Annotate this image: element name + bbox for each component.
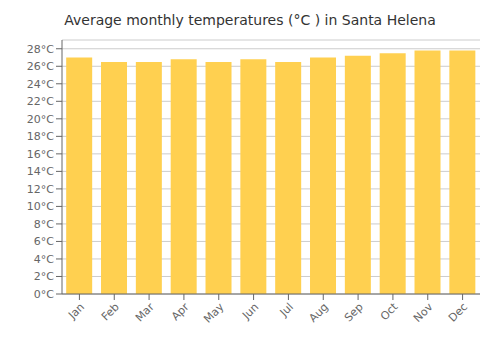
svg-text:May: May — [201, 300, 227, 326]
svg-text:28°C: 28°C — [27, 43, 54, 56]
svg-text:Sep: Sep — [342, 300, 366, 324]
svg-text:Jan: Jan — [65, 300, 87, 322]
svg-text:Aug: Aug — [307, 300, 331, 324]
svg-text:Nov: Nov — [411, 300, 436, 325]
svg-text:12°C: 12°C — [27, 183, 54, 196]
svg-text:Apr: Apr — [169, 300, 192, 323]
svg-text:Dec: Dec — [446, 300, 470, 324]
svg-text:10°C: 10°C — [27, 200, 54, 213]
svg-text:24°C: 24°C — [27, 78, 54, 91]
svg-text:26°C: 26°C — [27, 60, 54, 73]
svg-text:4°C: 4°C — [34, 253, 54, 266]
svg-text:16°C: 16°C — [27, 148, 54, 161]
html-text:Average monthly temperatures (: Average monthly temperatures (°C ) in Sa… — [64, 12, 436, 28]
svg-text:14°C: 14°C — [27, 165, 54, 178]
svg-text:0°C: 0°C — [34, 288, 54, 301]
svg-text:Jun: Jun — [239, 300, 261, 322]
svg-text:8°C: 8°C — [34, 218, 54, 231]
svg-text:Mar: Mar — [133, 300, 157, 324]
svg-text:Oct: Oct — [378, 300, 401, 323]
svg-text:22°C: 22°C — [27, 95, 54, 108]
svg-text:Feb: Feb — [99, 300, 122, 323]
svg-text:6°C: 6°C — [34, 235, 54, 248]
svg-text:Jul: Jul — [277, 300, 296, 319]
svg-text:20°C: 20°C — [27, 113, 54, 126]
svg-text:18°C: 18°C — [27, 130, 54, 143]
svg-text:2°C: 2°C — [34, 270, 54, 283]
